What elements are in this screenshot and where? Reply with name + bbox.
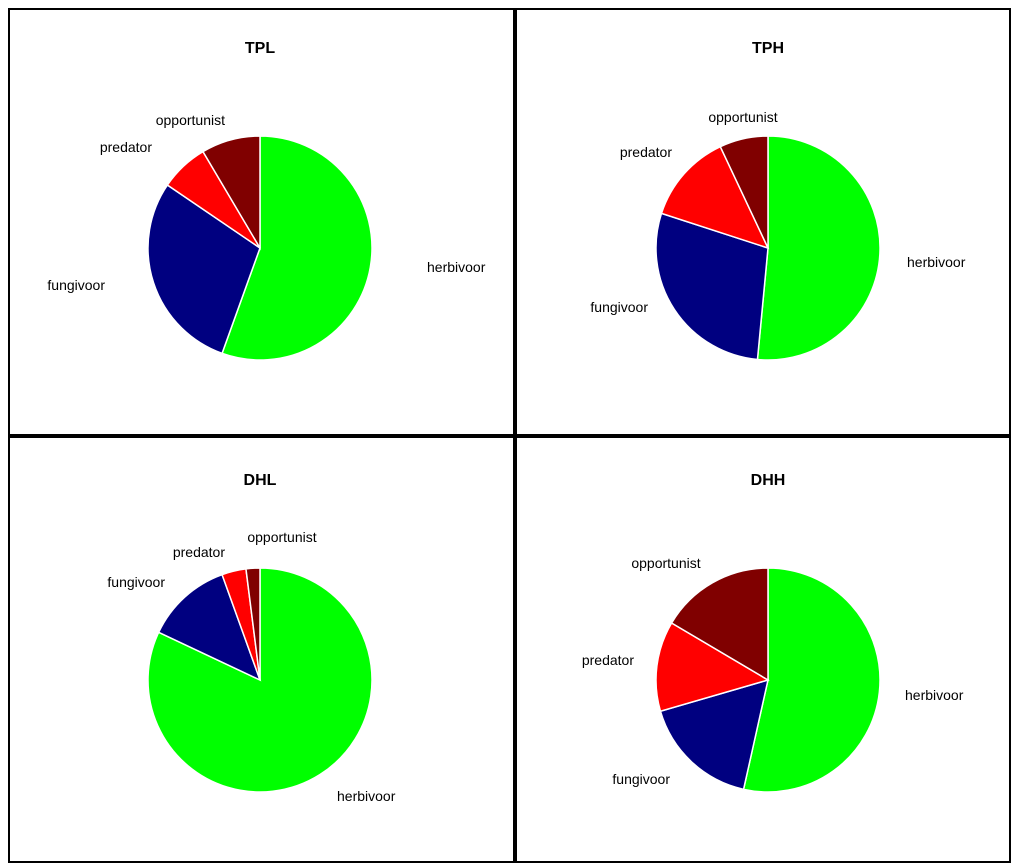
chart-title: DHH xyxy=(751,472,786,489)
pie-slice-fungivoor xyxy=(655,212,769,361)
slice-label-herbivoor: herbivoor xyxy=(337,788,396,804)
chart-panel-dhl: DHL herbivoor fungivoor predator opportunist xyxy=(8,436,515,863)
pie-slice-opportunist xyxy=(245,567,261,681)
slice-label-herbivoor: herbivoor xyxy=(905,687,964,703)
pie-slice-herbivoor xyxy=(221,135,373,361)
slice-label-opportunist: opportunist xyxy=(708,109,777,125)
slice-label-predator: predator xyxy=(100,139,152,155)
chart-title: TPL xyxy=(245,40,275,57)
chart-panel-dhh: DHH herbivoor fungivoor predator opportunist xyxy=(515,436,1011,863)
pie-slice-opportunist xyxy=(201,135,261,251)
pie-slice-fungivoor xyxy=(157,573,262,682)
slice-label-fungivoor: fungivoor xyxy=(612,771,670,787)
slice-label-herbivoor: herbivoor xyxy=(907,254,966,270)
slice-label-herbivoor: herbivoor xyxy=(427,259,486,275)
pie-slice-predator xyxy=(655,621,770,713)
chart-panel-tph: TPH herbivoor fungivoor predator opportunist xyxy=(515,8,1011,436)
chart-title: TPH xyxy=(752,40,784,57)
slice-label-opportunist: opportunist xyxy=(631,555,700,571)
pie-slice-herbivoor xyxy=(756,135,881,361)
pie-slice-opportunist xyxy=(719,135,769,249)
slice-label-predator: predator xyxy=(620,144,672,160)
slice-label-opportunist: opportunist xyxy=(156,112,225,128)
pie-slice-herbivoor xyxy=(742,567,881,793)
slice-label-fungivoor: fungivoor xyxy=(47,277,105,293)
slice-label-fungivoor: fungivoor xyxy=(590,299,648,315)
pie-slice-fungivoor xyxy=(659,678,770,791)
slice-label-opportunist: opportunist xyxy=(247,529,316,545)
slice-label-fungivoor: fungivoor xyxy=(107,574,165,590)
pie-slice-predator xyxy=(660,145,770,250)
pie-slice-fungivoor xyxy=(147,184,261,355)
slice-label-predator: predator xyxy=(173,544,225,560)
slice-label-predator: predator xyxy=(582,652,634,668)
pie-slice-opportunist xyxy=(670,567,769,682)
chart-title: DHL xyxy=(244,472,277,489)
